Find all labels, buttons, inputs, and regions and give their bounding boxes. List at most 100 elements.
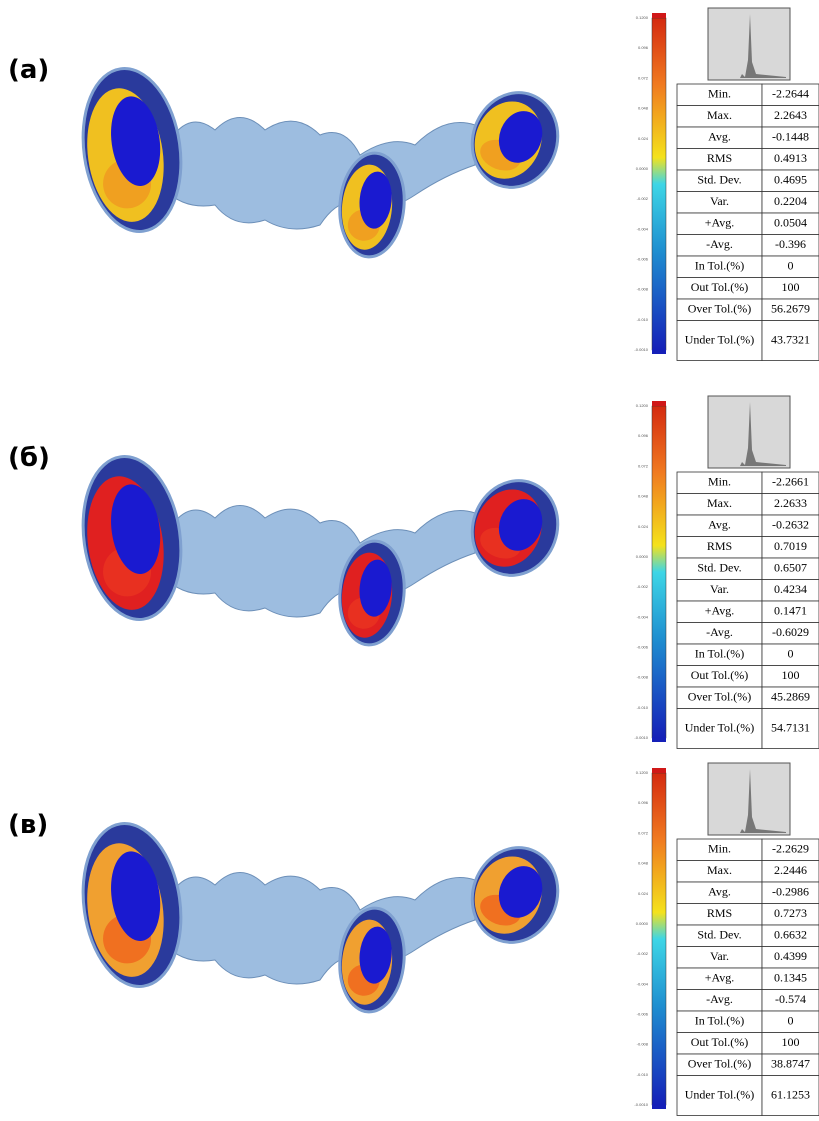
stat-value: 0.7273 [774, 906, 807, 920]
scale-label: 0.1200 [636, 15, 649, 20]
stat-label: RMS [707, 906, 732, 920]
stat-label: Over Tol.(%) [688, 302, 752, 316]
stat-value: 100 [782, 280, 800, 294]
scale-label: -0.006 [637, 257, 649, 262]
color-bar [651, 405, 667, 739]
scale-label: -0.004 [637, 226, 649, 231]
histogram [712, 402, 786, 466]
panel: (в) 0.1200 0.096 0.072 0.048 0.024 0.0000 -0.00… [8, 762, 819, 1116]
stat-label: Under Tol.(%) [685, 1087, 755, 1101]
scale-label: 0.024 [638, 136, 649, 141]
stat-label: +Avg. [705, 216, 735, 230]
stat-value: -2.2661 [772, 475, 809, 489]
stat-cell [676, 708, 763, 749]
stat-value: 43.7321 [771, 332, 810, 346]
stat-value: -0.2986 [772, 885, 809, 899]
stat-label: Over Tol.(%) [688, 1057, 752, 1071]
scale-label: -0.008 [637, 287, 649, 292]
scale-label: 0.048 [638, 861, 649, 866]
stat-value: -0.6029 [772, 625, 809, 639]
scale-label: 0.072 [638, 830, 649, 835]
stat-value: 0 [788, 647, 794, 661]
stat-value: 2.2643 [774, 108, 807, 122]
stat-value: -0.1448 [772, 130, 809, 144]
panel-label: (б) [8, 443, 50, 473]
stat-value: 0.6507 [774, 561, 807, 575]
stat-label: RMS [707, 151, 732, 165]
stat-label: RMS [707, 539, 732, 553]
dental-model [81, 455, 560, 647]
stat-value: -0.2632 [772, 518, 809, 532]
crown-middle [338, 151, 406, 259]
scale-label: -0.0010 [634, 1102, 648, 1107]
crown-left [81, 67, 183, 233]
panel-label: (a) [8, 55, 49, 85]
stat-label: In Tol.(%) [695, 1014, 745, 1028]
stat-value: 54.7131 [771, 720, 810, 734]
bar-cap [652, 349, 666, 354]
stat-value: 61.1253 [771, 1087, 810, 1101]
stat-label: -Avg. [706, 237, 733, 251]
scale-label: 0.096 [638, 45, 649, 50]
dental-model [81, 822, 560, 1014]
stat-value: -0.396 [775, 237, 806, 251]
stat-label: In Tol.(%) [695, 259, 745, 273]
stat-value: 0.0504 [774, 216, 807, 230]
panel-label: (в) [8, 810, 48, 840]
scale-label: -0.002 [637, 584, 649, 589]
stat-value: 0 [788, 1014, 794, 1028]
stat-value: 0.4913 [774, 151, 807, 165]
stat-value: 2.2446 [774, 863, 807, 877]
panel: (a) 0.1200 0.096 0.072 0.048 0.024 0.0000 -0.00… [8, 7, 819, 361]
stat-value: 0.1471 [774, 604, 807, 618]
stat-label: Over Tol.(%) [688, 690, 752, 704]
stat-value: 0.7019 [774, 539, 807, 553]
stat-label: Avg. [708, 130, 731, 144]
stat-label: Under Tol.(%) [685, 332, 755, 346]
stat-label: Out Tol.(%) [691, 668, 749, 682]
scale-label: 0.096 [638, 800, 649, 805]
scale-label: -0.006 [637, 645, 649, 650]
dental-model [81, 67, 560, 259]
color-bar [651, 17, 667, 351]
stat-value: 0.1345 [774, 971, 807, 985]
stat-label: Out Tol.(%) [691, 1035, 749, 1049]
crown-core [359, 926, 392, 984]
stat-label: Min. [708, 842, 731, 856]
stat-label: -Avg. [706, 625, 733, 639]
scale-label: -0.008 [637, 1042, 649, 1047]
scale-label: 0.024 [638, 524, 649, 529]
stat-label: Max. [707, 863, 732, 877]
stat-value: -2.2644 [772, 87, 809, 101]
stat-value: 38.8747 [771, 1057, 810, 1071]
stat-label: Std. Dev. [697, 928, 741, 942]
scale-label: -0.002 [637, 196, 649, 201]
stat-value: 0.6632 [774, 928, 807, 942]
stat-label: +Avg. [705, 971, 735, 985]
scale-label: 0.096 [638, 433, 649, 438]
stat-value: 0.4695 [774, 173, 807, 187]
stat-value: 0 [788, 259, 794, 273]
stat-cell [676, 320, 763, 361]
scale-label: 0.048 [638, 494, 649, 499]
scale-label: 0.072 [638, 75, 649, 80]
crown-right [470, 91, 560, 189]
crown-core [111, 484, 161, 574]
scale-label: -0.002 [637, 951, 649, 956]
stat-label: Avg. [708, 885, 731, 899]
bar-cap [652, 768, 666, 773]
crown-core [498, 866, 543, 918]
stat-value: -2.2629 [772, 842, 809, 856]
histogram [712, 14, 786, 78]
stat-value: 100 [782, 668, 800, 682]
scale-label: 0.024 [638, 891, 649, 896]
stat-label: In Tol.(%) [695, 647, 745, 661]
scale-label: 0.048 [638, 106, 649, 111]
crown-core [498, 111, 543, 163]
crown-left [81, 822, 183, 988]
scale-label: 0.1200 [636, 403, 649, 408]
scale-label: -0.010 [637, 317, 649, 322]
panel: (б) 0.1200 0.096 0.072 0.048 0.024 0.0000 -0.00… [8, 395, 819, 749]
stat-label: Std. Dev. [697, 561, 741, 575]
